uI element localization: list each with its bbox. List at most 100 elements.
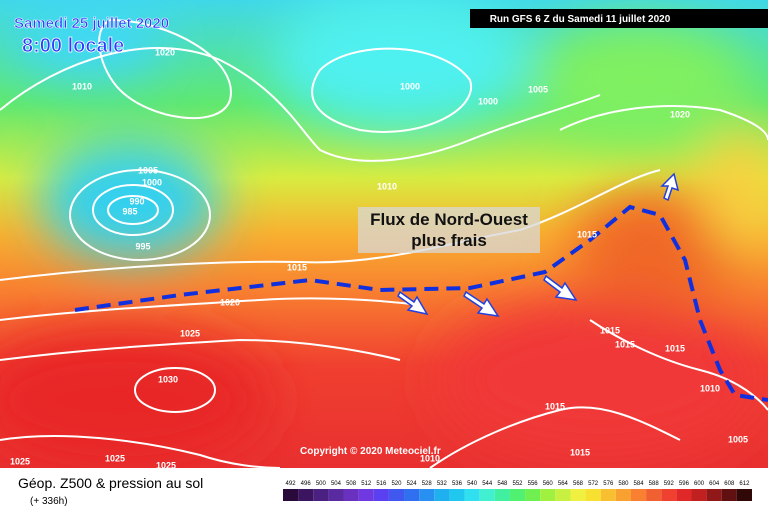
colorbar-swatch xyxy=(540,489,556,501)
run-info: Run GFS 6 Z du Samedi 11 juillet 2020 xyxy=(490,14,671,25)
isobar-label: 1000 xyxy=(142,177,162,187)
isobar-label: 1010 xyxy=(700,383,720,393)
flow-arrows xyxy=(397,172,680,317)
colorbar-label: 608 xyxy=(724,481,735,487)
isobar-label: 1015 xyxy=(570,447,590,457)
colorbar-label: 588 xyxy=(649,481,660,487)
colorbar-label: 576 xyxy=(603,481,614,487)
annotation-box xyxy=(358,207,540,253)
isobar-label: 1010 xyxy=(420,453,440,463)
footer-lead: (+ 336h) xyxy=(30,496,68,507)
colorbar-swatch xyxy=(600,489,616,501)
colorbar-label: 568 xyxy=(573,481,584,487)
colorbar-label: 504 xyxy=(331,481,342,487)
annotation: Flux de Nord-Ouest xyxy=(370,210,528,229)
isobar-label: 1020 xyxy=(220,297,240,307)
isobar-label: 1005 xyxy=(528,84,548,94)
colorbar-swatch xyxy=(298,489,314,501)
footer-title: Géop. Z500 & pression au sol xyxy=(18,475,203,491)
isobar-label: 1015 xyxy=(665,343,685,353)
isobar-label: 990 xyxy=(129,196,144,206)
annotation: plus frais xyxy=(411,231,487,250)
colorbar-label: 552 xyxy=(512,481,523,487)
colorbar-swatch xyxy=(706,489,722,501)
colorbar-label: 544 xyxy=(482,481,493,487)
isobar-label: 1015 xyxy=(545,401,565,411)
isobar-label: 1025 xyxy=(180,328,200,338)
isobar-label: 1015 xyxy=(287,262,307,272)
isobar-label: 1015 xyxy=(577,229,597,239)
colorbar-label: 524 xyxy=(407,481,418,487)
colorbar-swatch xyxy=(509,489,526,501)
isobar-label: 1025 xyxy=(10,456,30,466)
colorbar-label: 492 xyxy=(286,481,297,487)
isobars xyxy=(0,19,768,469)
colorbar-swatch xyxy=(646,489,662,501)
colorbar-swatch xyxy=(313,489,329,501)
isobar-label: 1000 xyxy=(478,96,498,106)
colorbar-label: 548 xyxy=(497,481,508,487)
colorbar-swatch xyxy=(721,489,737,501)
colorbar-swatch xyxy=(464,489,480,501)
colorbar-label: 540 xyxy=(467,481,478,487)
colorbar-swatch xyxy=(419,489,435,501)
isobar-label: 1000 xyxy=(400,81,420,91)
colorbar-label: 560 xyxy=(543,481,554,487)
colorbar-swatch xyxy=(283,489,299,501)
colorbar-swatch xyxy=(434,489,450,501)
isobar-label: 1015 xyxy=(600,325,620,335)
isobar-label: 1005 xyxy=(138,165,158,175)
isobar-label: 1030 xyxy=(158,374,178,384)
flow-line xyxy=(74,204,768,402)
colorbar-label: 600 xyxy=(694,481,705,487)
colorbar-swatch xyxy=(494,489,510,501)
isobar-label: 985 xyxy=(122,206,137,216)
colorbar-label: 580 xyxy=(618,481,629,487)
colorbar-swatch xyxy=(570,489,586,501)
colorbar-swatch xyxy=(585,489,601,501)
colorbar-swatch xyxy=(358,489,374,501)
colorbar-label: 596 xyxy=(679,481,690,487)
copyright: Copyright © 2020 Meteociel.fr xyxy=(300,446,441,457)
colorbar-swatch xyxy=(479,489,495,501)
isobar-label: 1020 xyxy=(155,47,175,57)
colorbar-label: 508 xyxy=(346,481,357,487)
colorbar-label: 512 xyxy=(361,481,372,487)
run-box xyxy=(470,9,768,28)
colorbar-label: 496 xyxy=(301,481,312,487)
colorbar-swatch xyxy=(449,489,465,501)
isobar-label: 1005 xyxy=(728,434,748,444)
colorbar-swatch xyxy=(328,489,344,501)
colorbar-label: 612 xyxy=(739,481,750,487)
colorbar-swatch xyxy=(404,489,420,501)
colorbar-label: 584 xyxy=(634,481,645,487)
colorbar-swatch xyxy=(661,489,677,501)
isobar-label: 1010 xyxy=(377,181,397,191)
colorbar: 492 496 500 504 508 512 516 520 524 528 532 536 540 5… xyxy=(283,481,752,501)
forecast-time: 8:00 locale xyxy=(22,35,124,57)
isobar-label: 1025 xyxy=(105,453,125,463)
forecast-date: Samedi 25 juillet 2020 xyxy=(14,15,169,32)
colorbar-label: 536 xyxy=(452,481,463,487)
colorbar-label: 532 xyxy=(437,481,448,487)
colorbar-swatch xyxy=(373,489,389,501)
colorbar-swatch xyxy=(525,489,541,501)
isobar-labels: 1020 1010 1000 1000 1005 1020 1005 1000 … xyxy=(10,47,748,470)
isobar-label: 1015 xyxy=(615,339,635,349)
colorbar-label: 520 xyxy=(391,481,402,487)
colorbar-swatch xyxy=(615,489,631,501)
colorbar-swatch xyxy=(343,489,359,501)
colorbar-swatch xyxy=(736,489,752,501)
colorbar-swatch xyxy=(676,489,692,501)
colorbar-swatch xyxy=(555,489,571,501)
colorbar-label: 528 xyxy=(422,481,433,487)
isobar-label: 1025 xyxy=(156,460,176,470)
colorbar-label: 572 xyxy=(588,481,599,487)
colorbar-swatch xyxy=(630,489,647,501)
colorbar-label: 500 xyxy=(316,481,327,487)
isobar-label: 1010 xyxy=(72,81,92,91)
colorbar-swatch xyxy=(388,489,405,501)
isobar-label: 1020 xyxy=(670,109,690,119)
